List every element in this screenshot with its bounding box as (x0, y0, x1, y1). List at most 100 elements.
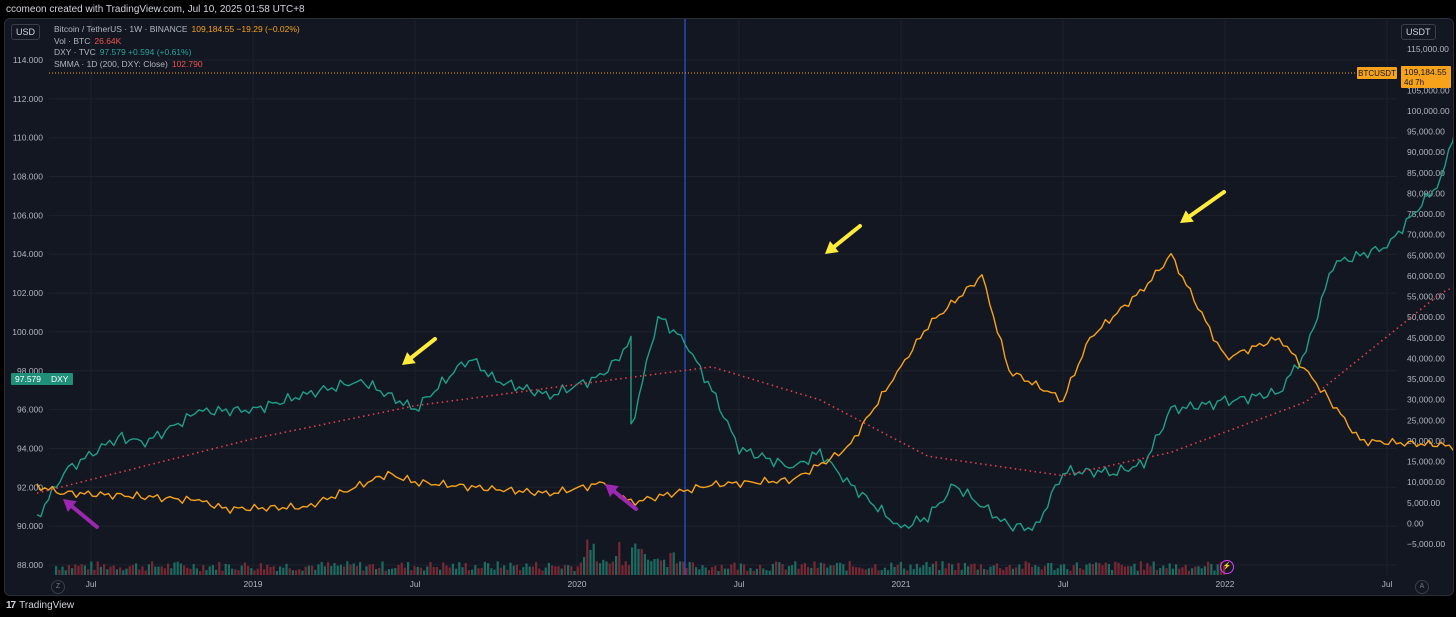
volume-bar (295, 570, 298, 575)
volume-bar (1027, 562, 1030, 575)
volume-bar (131, 564, 134, 575)
volume-bar (560, 568, 563, 575)
dxy-line[interactable] (36, 81, 1453, 532)
legend-row-btc[interactable]: Bitcoin / TetherUS · 1W · BINANCE 109,184… (54, 24, 300, 36)
volume-bar (970, 564, 973, 575)
volume-bar (400, 562, 403, 575)
volume-bar (202, 565, 205, 575)
volume-bar (1107, 563, 1110, 575)
volume-bar (842, 564, 845, 575)
volume-bar (419, 567, 422, 575)
volume-bar (243, 562, 246, 575)
purple-arrow-2018 (63, 499, 99, 529)
volume-bar (359, 562, 362, 575)
volume-bar (1165, 568, 1168, 575)
volume-bar (992, 565, 995, 575)
time-axis-label: Jul (1058, 579, 1069, 589)
volume-bar (298, 569, 301, 575)
left-axis-tick: 90.000 (17, 521, 43, 531)
left-axis-tick: 100.000 (12, 327, 43, 337)
volume-bar (640, 548, 643, 575)
volume-bar (151, 561, 154, 575)
volume-bar (413, 566, 416, 575)
left-axis-tick: 112.000 (13, 94, 43, 104)
volume-bar (983, 568, 986, 575)
volume-bar (771, 563, 774, 575)
volume-bar (1075, 562, 1078, 575)
left-currency-button[interactable]: USD (11, 24, 41, 40)
volume-bar (259, 563, 262, 575)
volume-bar (304, 566, 307, 575)
volume-bar (279, 566, 282, 575)
volume-bar (1031, 566, 1034, 575)
volume-bar (874, 564, 877, 575)
volume-bar (173, 562, 176, 575)
volume-bar (397, 565, 400, 575)
volume-bar (1175, 564, 1178, 575)
auto-scale-button[interactable]: A (1415, 580, 1429, 594)
volume-bar (925, 561, 928, 575)
legend-row-vol[interactable]: Vol · BTC 26.64K (54, 36, 300, 48)
volume-bar (762, 568, 765, 575)
right-currency-button[interactable]: USDT (1401, 24, 1436, 40)
volume-bar (845, 570, 848, 575)
volume-bar (410, 570, 413, 575)
volume-bar (144, 570, 147, 575)
volume-bar (67, 565, 70, 575)
chart-panel[interactable]: 114.000 112.000 110.000 108.000 106.000 104.0… (4, 18, 1454, 596)
btc-price-line[interactable] (36, 73, 1453, 514)
volume-bar (1069, 570, 1072, 575)
volume-bar (1021, 568, 1024, 575)
legend-smma-name: SMMA · 1D (200, DXY: Close) (54, 58, 168, 69)
volume-bar (1002, 569, 1005, 575)
volume-bar (1133, 563, 1136, 575)
legend-row-smma[interactable]: SMMA · 1D (200, DXY: Close) 102.790 (54, 59, 300, 71)
right-axis-tick: 100,000.00 (1407, 106, 1450, 116)
lightning-icon[interactable]: ⚡ (1220, 560, 1234, 574)
volume-bar (96, 561, 99, 575)
volume-bar (1015, 567, 1018, 575)
volume-bar (1034, 565, 1037, 575)
volume-bar (557, 566, 560, 575)
legend-row-dxy[interactable]: DXY · TVC 97.579 +0.594 (+0.61%) (54, 47, 300, 59)
volume-bar (919, 567, 922, 575)
volume-bar (176, 561, 179, 575)
smma-line[interactable] (36, 225, 1453, 494)
volume-bar (679, 561, 682, 575)
zoom-button[interactable]: Z (51, 580, 65, 594)
volume-bar (250, 568, 253, 575)
volume-bar (1098, 563, 1101, 575)
volume-bar (432, 566, 435, 575)
price-chart[interactable]: 114.000 112.000 110.000 108.000 106.000 104.0… (5, 19, 1453, 595)
volume-bar (125, 568, 128, 575)
volume-bar (717, 570, 720, 575)
tradingview-logo[interactable]: 17 TradingView (6, 600, 74, 611)
volume-bar (1111, 570, 1114, 575)
volume-bar (458, 562, 461, 575)
volume-bar (893, 566, 896, 575)
volume-bar (1200, 568, 1203, 575)
volume-bar (1194, 566, 1197, 575)
creator-line: ccomeon created with TradingView.com, Ju… (6, 4, 305, 15)
volume-bar (519, 570, 522, 575)
volume-bar (602, 559, 605, 575)
volume-bar (1050, 563, 1053, 575)
volume-bar (954, 570, 957, 575)
left-axis-tick: 108.000 (12, 172, 43, 182)
volume-bar (810, 567, 813, 575)
volume-bar (768, 570, 771, 575)
volume-bar (429, 561, 432, 575)
volume-bar (343, 566, 346, 575)
volume-bar (976, 569, 979, 575)
volume-bar (551, 565, 554, 575)
volume-bar (979, 564, 982, 575)
left-axis-tick: 104.000 (12, 249, 43, 259)
volume-bar (909, 564, 912, 575)
volume-bar (1005, 567, 1008, 575)
tradingview-logo-icon: 17 (6, 600, 16, 611)
volume-bar (1159, 568, 1162, 575)
volume-bar (391, 568, 394, 575)
volume-bar (586, 539, 589, 575)
volume-bar (576, 566, 579, 575)
volume-bar (186, 567, 189, 575)
